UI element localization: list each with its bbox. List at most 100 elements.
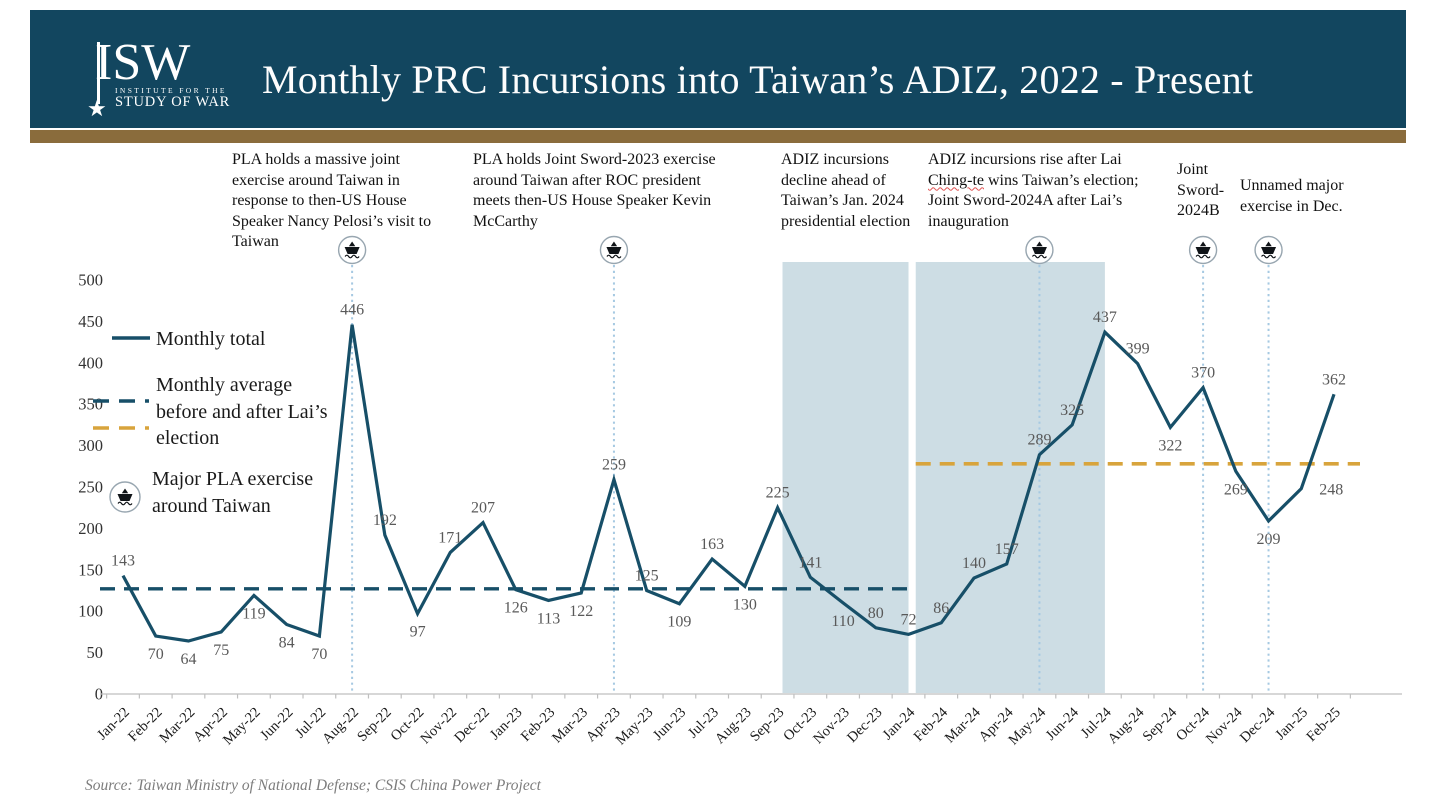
svg-text:399: 399	[1126, 341, 1150, 358]
logo-subtext-line2: STUDY OF WAR	[115, 94, 231, 110]
svg-text:500: 500	[78, 271, 103, 290]
shaded-regions	[782, 262, 1105, 693]
svg-text:Feb-25: Feb-25	[1303, 705, 1343, 745]
annotation-pelosi-exercise: PLA holds a massive joint exercise aroun…	[232, 151, 432, 250]
svg-text:110: 110	[831, 613, 854, 630]
svg-text:450: 450	[78, 312, 103, 331]
svg-text:Nov-23: Nov-23	[810, 705, 853, 748]
svg-text:113: 113	[537, 610, 560, 627]
svg-text:Dec-23: Dec-23	[844, 705, 885, 746]
svg-text:Aug-22: Aug-22	[319, 705, 362, 748]
annotation-post-election-rise: ADIZ incursions rise after Lai Ching-te …	[928, 150, 1146, 232]
legend-major-exercise-label: Major PLA exercise around Taiwan	[152, 468, 314, 517]
annotation-rise-misspelled: Ching-te	[928, 171, 984, 189]
svg-text:Aug-23: Aug-23	[712, 705, 755, 748]
svg-text:Nov-22: Nov-22	[417, 705, 460, 748]
svg-text:362: 362	[1322, 371, 1346, 388]
svg-text:Nov-24: Nov-24	[1203, 704, 1246, 747]
svg-text:75: 75	[213, 642, 229, 659]
legend-line-samples	[93, 336, 150, 513]
isw-logo: ISW ★ INSTITUTE FOR THE STUDY OF WAR	[85, 36, 255, 128]
average-dashed-lines	[100, 462, 1360, 591]
exercise-ship-icons	[337, 235, 1283, 265]
annotation-joint-sword-2024b: Joint Sword-2024B	[1177, 161, 1225, 219]
svg-text:125: 125	[635, 568, 659, 585]
legend-monthly-total-label: Monthly total	[156, 328, 266, 350]
svg-text:Mar-23: Mar-23	[549, 705, 591, 747]
svg-text:141: 141	[798, 554, 822, 571]
svg-text:Jun-22: Jun-22	[257, 705, 296, 744]
page-title: Monthly PRC Incursions into Taiwan’s ADI…	[262, 57, 1254, 102]
logo-acronym: ISW	[95, 34, 191, 91]
svg-text:Dec-22: Dec-22	[451, 705, 492, 746]
svg-text:May-23: May-23	[613, 705, 657, 749]
annotation-rise-pre: ADIZ incursions rise after Lai	[928, 151, 1122, 168]
svg-text:Sep-22: Sep-22	[354, 705, 394, 745]
svg-text:109: 109	[667, 614, 691, 631]
data-labels: 143 70 64 75 119 84 70 446 192 97 171 207 126 113 122 2…	[111, 302, 1346, 668]
svg-text:97: 97	[410, 624, 426, 641]
annotation-rise-post: wins Taiwan’s election; Joint Sword-2024…	[928, 171, 1139, 230]
svg-text:Aug-24: Aug-24	[1105, 704, 1148, 747]
svg-text:Jan-23: Jan-23	[487, 705, 526, 744]
annotation-unnamed-december-exercise: Unnamed major exercise in Dec.	[1240, 177, 1344, 215]
svg-text:446: 446	[340, 302, 364, 319]
svg-text:119: 119	[242, 605, 265, 622]
svg-text:70: 70	[148, 646, 164, 663]
svg-text:157: 157	[995, 541, 1019, 558]
annotation-pre-election-decline: ADIZ incursions decline ahead of Taiwan’…	[781, 151, 911, 230]
svg-text:289: 289	[1027, 432, 1051, 449]
svg-text:192: 192	[373, 512, 397, 529]
svg-text:86: 86	[933, 600, 949, 617]
svg-text:225: 225	[766, 485, 790, 502]
svg-text:207: 207	[471, 500, 495, 517]
monthly-total-line	[121, 324, 1336, 643]
star-icon: ★	[87, 96, 107, 121]
svg-text:May-24: May-24	[1005, 704, 1049, 748]
svg-text:171: 171	[438, 529, 462, 546]
svg-text:259: 259	[602, 457, 626, 474]
header-band: ISW ★ INSTITUTE FOR THE STUDY OF WAR Mon…	[30, 10, 1406, 128]
svg-text:84: 84	[279, 634, 295, 651]
svg-text:322: 322	[1158, 437, 1182, 454]
svg-text:70: 70	[311, 646, 327, 663]
svg-text:May-22: May-22	[220, 705, 264, 749]
svg-text:200: 200	[78, 519, 103, 538]
svg-text:Jun-24: Jun-24	[1043, 704, 1083, 744]
svg-text:Jan-22: Jan-22	[94, 705, 133, 744]
svg-text:64: 64	[180, 651, 196, 668]
svg-text:140: 140	[962, 555, 986, 572]
svg-text:150: 150	[78, 560, 103, 579]
svg-text:Jun-23: Jun-23	[650, 705, 689, 744]
svg-text:0: 0	[95, 685, 103, 704]
svg-text:Sep-23: Sep-23	[747, 705, 787, 745]
svg-text:50: 50	[87, 643, 104, 662]
svg-text:437: 437	[1093, 309, 1117, 326]
svg-text:Sep-24: Sep-24	[1140, 704, 1181, 745]
svg-text:130: 130	[733, 596, 757, 613]
svg-text:370: 370	[1191, 365, 1215, 382]
svg-text:Jan-24: Jan-24	[880, 704, 919, 743]
svg-text:Mar-22: Mar-22	[156, 705, 198, 747]
sword-icon	[97, 42, 100, 104]
svg-text:122: 122	[569, 603, 593, 620]
svg-text:250: 250	[78, 478, 103, 497]
svg-text:209: 209	[1257, 531, 1281, 548]
svg-text:Mar-24: Mar-24	[942, 704, 984, 746]
svg-text:143: 143	[111, 553, 135, 570]
svg-text:269: 269	[1224, 481, 1248, 498]
svg-text:163: 163	[700, 536, 724, 553]
svg-text:300: 300	[78, 436, 103, 455]
logo-subtext: INSTITUTE FOR THE STUDY OF WAR	[115, 86, 255, 110]
logo-subtext-line1: INSTITUTE FOR THE	[115, 86, 227, 95]
svg-text:80: 80	[868, 605, 884, 622]
svg-text:350: 350	[78, 395, 103, 414]
annotation-joint-sword-2023: PLA holds Joint Sword-2023 exercise arou…	[473, 151, 716, 230]
svg-text:72: 72	[901, 611, 917, 628]
svg-text:100: 100	[78, 602, 103, 621]
svg-text:Dec-24: Dec-24	[1237, 704, 1279, 746]
source-credit: Source: Taiwan Ministry of National Defe…	[85, 777, 541, 794]
legend-monthly-average-label: Monthly average before and after Lai’s e…	[156, 374, 328, 449]
